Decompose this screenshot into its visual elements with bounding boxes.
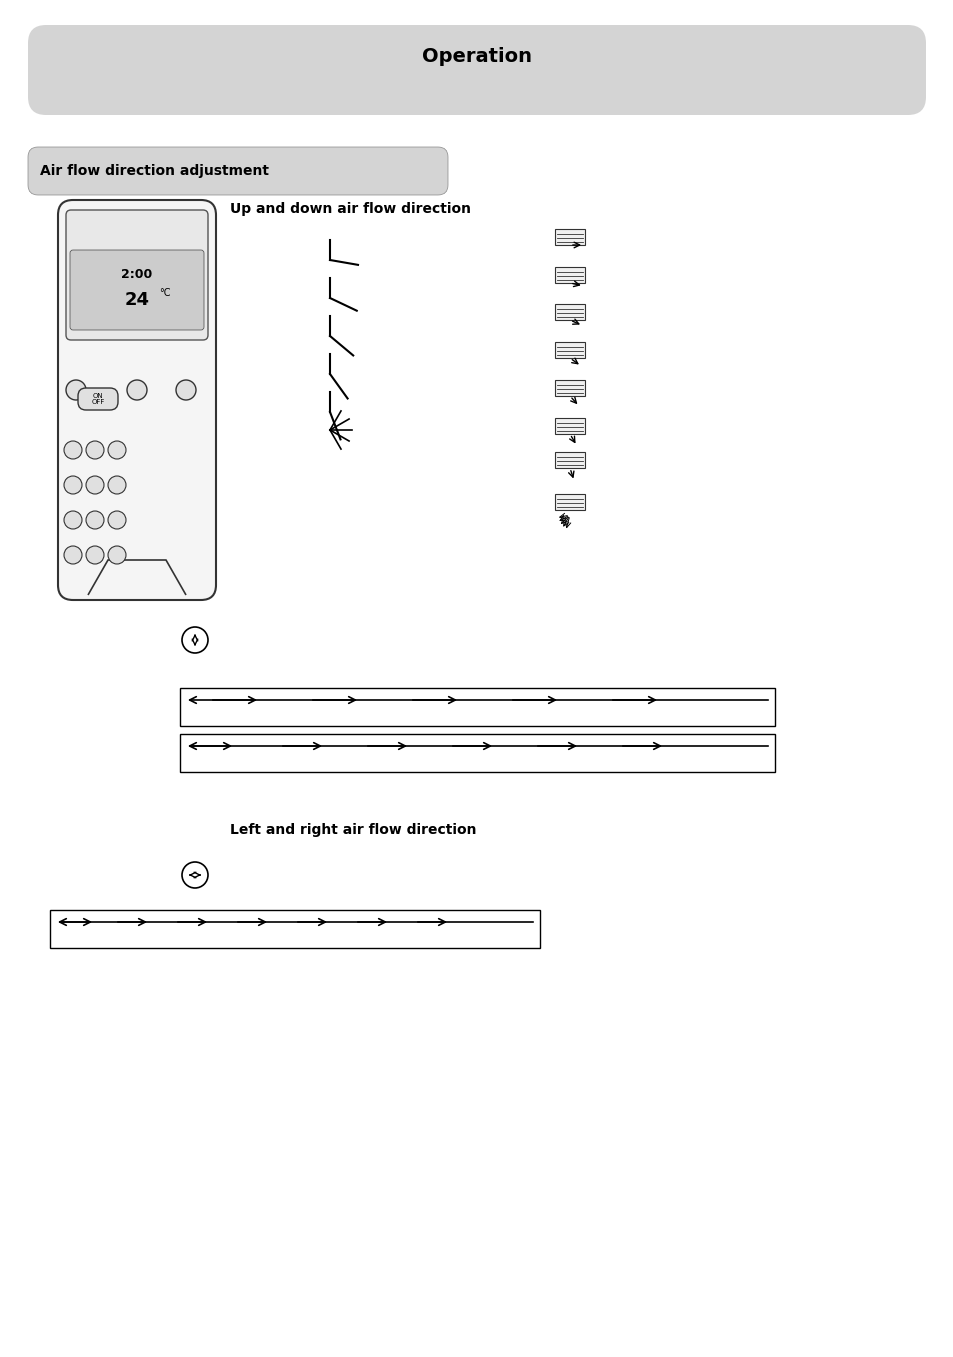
Circle shape <box>86 441 104 459</box>
Bar <box>50 911 539 949</box>
FancyBboxPatch shape <box>28 147 448 195</box>
Circle shape <box>182 862 208 887</box>
Circle shape <box>64 512 82 529</box>
Circle shape <box>86 476 104 494</box>
Circle shape <box>64 476 82 494</box>
Text: ON
OFF: ON OFF <box>91 392 105 406</box>
Circle shape <box>64 546 82 565</box>
FancyBboxPatch shape <box>28 24 925 115</box>
Circle shape <box>182 627 208 653</box>
Circle shape <box>108 476 126 494</box>
Text: Left and right air flow direction: Left and right air flow direction <box>230 822 476 837</box>
FancyBboxPatch shape <box>66 210 208 341</box>
Text: Air flow direction adjustment: Air flow direction adjustment <box>40 164 269 178</box>
Bar <box>555 267 584 284</box>
Circle shape <box>175 380 195 400</box>
Bar <box>555 229 584 246</box>
Bar <box>555 304 584 320</box>
Bar <box>180 734 774 772</box>
Circle shape <box>108 441 126 459</box>
Bar <box>180 688 774 726</box>
FancyBboxPatch shape <box>58 199 215 600</box>
Circle shape <box>127 380 147 400</box>
Circle shape <box>64 441 82 459</box>
Text: Operation: Operation <box>421 47 532 66</box>
Text: Up and down air flow direction: Up and down air flow direction <box>230 202 471 216</box>
Bar <box>555 380 584 396</box>
Circle shape <box>86 546 104 565</box>
Circle shape <box>86 512 104 529</box>
Circle shape <box>108 512 126 529</box>
Text: 2:00: 2:00 <box>121 269 152 281</box>
FancyBboxPatch shape <box>78 388 118 410</box>
Bar <box>555 452 584 468</box>
Text: °C: °C <box>159 288 171 299</box>
Circle shape <box>108 546 126 565</box>
Circle shape <box>66 380 86 400</box>
Bar <box>555 494 584 510</box>
Text: 24: 24 <box>125 290 150 309</box>
FancyBboxPatch shape <box>70 250 204 330</box>
Bar <box>555 418 584 434</box>
Bar <box>555 342 584 358</box>
